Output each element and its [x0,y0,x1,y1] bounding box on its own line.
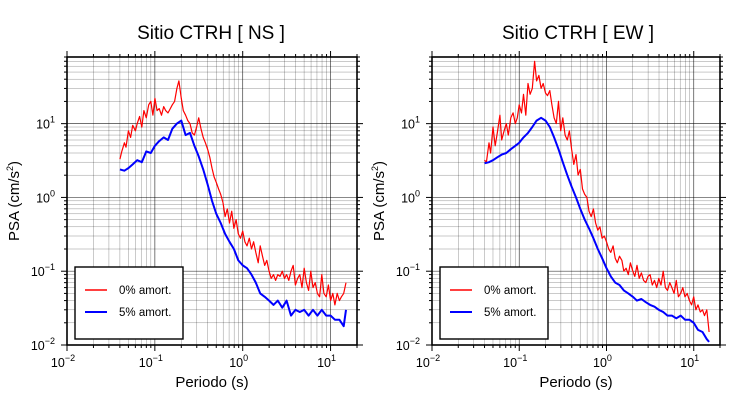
legend-label: 5% amort. [484,307,536,319]
y-axis-label-close: ) [6,161,23,166]
y-tick-label-base: 10 [31,339,45,353]
y-tick-label-exponent: 1 [415,115,420,125]
ticks [426,51,726,351]
y-tick-label-exponent: 0 [415,188,420,198]
y-tick-label-base: 10 [401,118,415,132]
y-axis-label-main: PSA (cm/s [371,171,388,241]
chart-panel-ns: Sitio CTRH [ NS ]10−2 10−1 100 10110−210−11… [5,23,363,391]
x-axis-label: Periodo (s) [539,374,612,391]
y-tick-label-base: 10 [36,118,50,132]
y-axis-label-close: ) [371,161,388,166]
y-axis-label-superscript: 2 [370,166,380,171]
y-axis-label-main: PSA (cm/s [6,171,23,241]
x-tick-label-exponent: 1 [331,353,336,363]
legend: 0% amort. 5% amort. [74,266,184,340]
x-tick-label: 10−1 [139,353,163,370]
x-tick-label-exponent: 0 [607,353,612,363]
series-line-damping-5 [484,116,710,343]
y-tick-label-base: 10 [36,191,50,205]
x-tick-label-exponent: 1 [694,353,699,363]
x-tick-label-base: 10 [503,356,517,370]
x-tick-label-exponent: 0 [243,353,248,363]
x-tick-label: 10−2 [51,353,75,370]
x-tick-label-exponent: −2 [65,353,75,363]
y-tick-label: 10−2 [396,336,420,353]
y-tick-label: 100 [401,188,420,205]
x-axis-label: Periodo (s) [175,374,248,391]
grid [66,56,358,346]
series-group [119,80,347,328]
chart-panel-ew: Sitio CTRH [ EW ]10−2 10−1 100 10110−210−11… [370,23,726,391]
y-tick-label: 101 [36,115,55,132]
legend-box [74,266,184,340]
x-tick-label-base: 10 [416,356,430,370]
legend-box [439,266,549,340]
y-tick-label-base: 10 [401,191,415,205]
y-tick-label: 10−1 [396,262,420,279]
series-line-damping-0 [484,60,710,333]
legend-label: 5% amort. [119,307,171,319]
x-tick-label-base: 10 [680,356,694,370]
y-tick-label: 10−2 [31,336,55,353]
y-tick-label-exponent: −2 [45,336,55,346]
y-axis-label-superscript: 2 [5,166,15,171]
y-tick-label-exponent: −1 [45,262,55,272]
x-tick-label: 10−2 [416,353,440,370]
chart-title: Sitio CTRH [ EW ] [502,23,654,44]
x-tick-label-base: 10 [317,356,331,370]
y-axis-label: PSA (cm/s2) [370,161,388,241]
y-tick-label: 101 [401,115,420,132]
series-line-damping-0 [119,80,347,306]
series-group [484,60,710,343]
y-tick-label-exponent: 1 [50,115,55,125]
y-tick-label: 10−1 [31,262,55,279]
x-tick-label-base: 10 [593,356,607,370]
x-tick-label: 100 [229,353,248,370]
x-tick-label-exponent: −1 [153,353,163,363]
x-tick-label-base: 10 [229,356,243,370]
grid [431,56,721,346]
x-tick-label-exponent: −2 [430,353,440,363]
x-tick-label: 100 [593,353,612,370]
y-tick-label: 100 [36,188,55,205]
legend-label: 0% amort. [484,285,536,297]
y-tick-label-exponent: −2 [410,336,420,346]
x-tick-label: 10−1 [503,353,527,370]
x-tick-label: 101 [317,353,336,370]
y-tick-label-exponent: 0 [50,188,55,198]
legend-label: 0% amort. [119,285,171,297]
x-tick-label-base: 10 [139,356,153,370]
ticks [61,51,363,351]
x-tick-label: 101 [680,353,699,370]
y-axis-label: PSA (cm/s2) [5,161,23,241]
x-tick-label-base: 10 [51,356,65,370]
y-tick-label-base: 10 [396,265,410,279]
x-tick-label-exponent: −1 [517,353,527,363]
legend: 0% amort. 5% amort. [439,266,549,340]
chart-title: Sitio CTRH [ NS ] [137,23,285,44]
y-tick-label-base: 10 [396,339,410,353]
y-tick-label-base: 10 [31,265,45,279]
y-tick-label-exponent: −1 [410,262,420,272]
series-line-damping-5 [119,119,347,328]
